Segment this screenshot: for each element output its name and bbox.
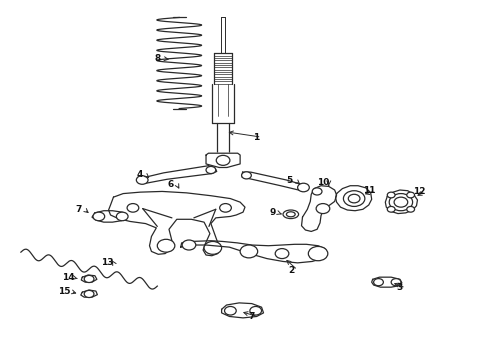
Circle shape [206, 166, 216, 174]
Text: 6: 6 [168, 180, 174, 189]
Polygon shape [92, 211, 127, 222]
Circle shape [220, 203, 231, 212]
Circle shape [116, 212, 128, 221]
Circle shape [391, 279, 401, 286]
Circle shape [84, 291, 94, 297]
Text: 1: 1 [252, 132, 259, 141]
Text: 4: 4 [137, 171, 143, 180]
Circle shape [93, 212, 105, 221]
Circle shape [157, 239, 175, 252]
Text: 10: 10 [317, 178, 329, 187]
Polygon shape [206, 153, 240, 167]
Text: 13: 13 [101, 258, 114, 267]
Circle shape [224, 306, 236, 315]
Polygon shape [81, 275, 97, 282]
Circle shape [275, 249, 289, 258]
Text: 2: 2 [289, 266, 295, 275]
Circle shape [242, 172, 251, 179]
Polygon shape [301, 186, 337, 231]
Text: 11: 11 [364, 186, 376, 195]
Polygon shape [81, 290, 98, 297]
Circle shape [407, 206, 415, 212]
Circle shape [389, 194, 413, 211]
Text: 5: 5 [287, 176, 293, 185]
Circle shape [84, 275, 94, 283]
Circle shape [250, 306, 262, 315]
Polygon shape [109, 192, 245, 256]
Circle shape [312, 188, 322, 195]
Circle shape [316, 203, 330, 213]
Text: 15: 15 [58, 287, 71, 296]
Ellipse shape [283, 210, 298, 219]
Text: 3: 3 [397, 283, 403, 292]
Circle shape [348, 194, 360, 203]
Circle shape [297, 183, 309, 192]
Ellipse shape [287, 212, 295, 217]
Circle shape [407, 192, 415, 198]
Text: 7: 7 [248, 312, 255, 321]
Circle shape [240, 245, 258, 258]
Text: 12: 12 [413, 187, 426, 196]
Circle shape [182, 240, 196, 250]
Polygon shape [336, 186, 372, 211]
Circle shape [374, 279, 383, 286]
Polygon shape [221, 303, 264, 318]
Circle shape [204, 242, 221, 254]
Circle shape [127, 203, 139, 212]
Circle shape [387, 192, 395, 198]
Polygon shape [137, 166, 217, 183]
Circle shape [216, 156, 230, 165]
Circle shape [343, 191, 365, 206]
Text: 7: 7 [75, 205, 81, 214]
Text: 9: 9 [269, 208, 275, 217]
Text: 8: 8 [154, 54, 160, 63]
Circle shape [394, 197, 408, 207]
Text: 14: 14 [62, 273, 75, 282]
Circle shape [136, 176, 148, 184]
Circle shape [308, 247, 328, 261]
Polygon shape [181, 241, 327, 263]
Polygon shape [372, 277, 402, 287]
Polygon shape [242, 172, 306, 191]
Circle shape [387, 206, 395, 212]
Polygon shape [385, 190, 417, 213]
